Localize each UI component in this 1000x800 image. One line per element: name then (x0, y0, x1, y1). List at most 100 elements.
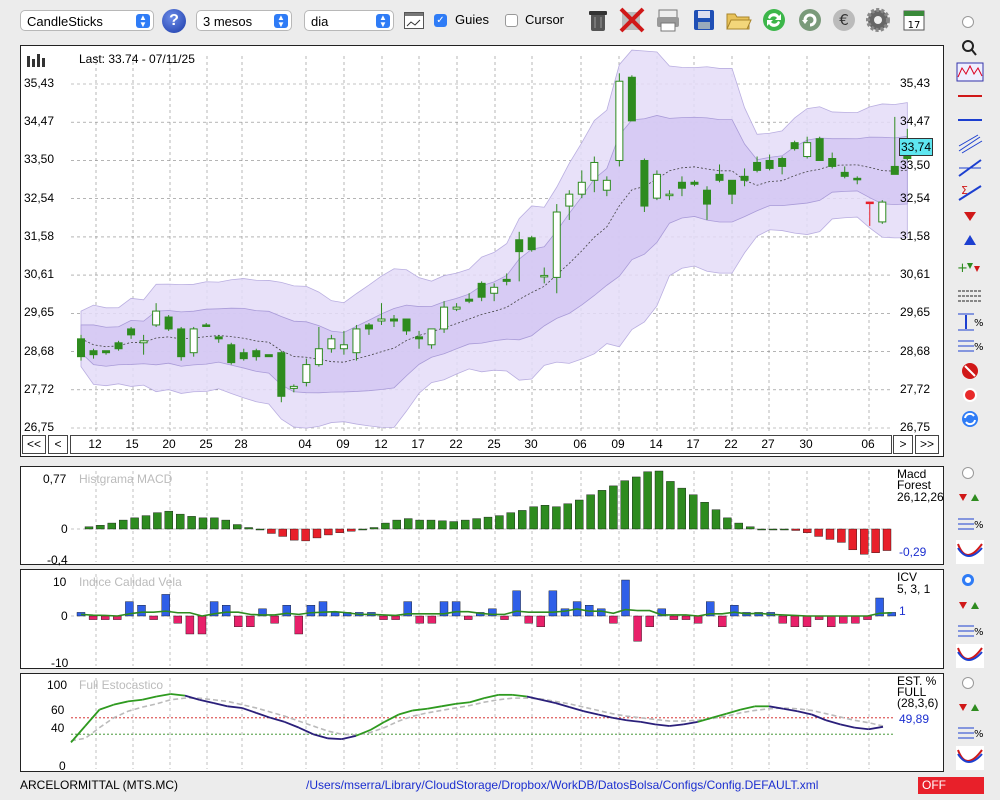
x-tick-label: 09 (611, 437, 625, 451)
zoom-icon[interactable] (956, 38, 984, 58)
candle-body (189, 328, 198, 354)
next-page-button[interactable]: > (893, 435, 913, 454)
stoch-k-segment (740, 705, 755, 711)
macd-bar (746, 526, 755, 530)
icv-panel-radio[interactable] (962, 574, 974, 586)
record-icon[interactable] (956, 385, 984, 405)
indicator-chart-icon[interactable] (956, 62, 984, 82)
chart-window-icon[interactable] (404, 12, 424, 29)
oscillator-icon[interactable] (956, 746, 984, 770)
y-tick-label-left: 31,58 (24, 228, 55, 243)
delete-icon[interactable] (618, 6, 646, 34)
channel-icon[interactable] (956, 134, 984, 154)
svg-text:%: % (974, 520, 984, 531)
candle-body (302, 364, 311, 383)
macd-panel-radio[interactable] (962, 467, 974, 479)
percent-lines-icon[interactable]: % (956, 336, 984, 356)
candle-body (753, 161, 762, 171)
icv-bar (778, 615, 787, 624)
percent-range-icon[interactable]: % (956, 312, 984, 332)
icv-bar (221, 605, 231, 617)
config-path-link[interactable]: /Users/mserra/Library/CloudStorage/Dropb… (306, 778, 819, 792)
cursor-checkbox[interactable] (505, 14, 518, 27)
stoch-k-segment (84, 709, 101, 727)
stoch-panel-radio[interactable] (962, 677, 974, 689)
last-page-button[interactable]: >> (915, 435, 939, 454)
refresh-icon[interactable] (760, 6, 788, 34)
candle-body (677, 181, 686, 189)
macd-bar (711, 509, 721, 530)
sum-icon[interactable]: Σ (956, 182, 984, 202)
y-tick-label-right: 26,75 (900, 420, 931, 434)
horizontal-line-red-icon[interactable] (956, 86, 984, 106)
guies-checkbox[interactable]: ✓ (434, 14, 447, 27)
period-select[interactable]: 3 mesos ▲ ▼ (196, 10, 292, 31)
stop-icon[interactable] (956, 361, 984, 381)
sync-icon[interactable] (956, 409, 984, 429)
macd-bar (141, 515, 151, 530)
stoch-k-segment (341, 734, 357, 740)
chart-type-select[interactable]: CandleSticks ▲ ▼ (20, 10, 154, 31)
macd-bar (461, 519, 470, 530)
currency-icon[interactable]: € (830, 6, 858, 34)
chevron-updown-icon: ▲ ▼ (136, 14, 150, 29)
signal-arrows-icon[interactable] (956, 596, 984, 616)
macd-bar (575, 499, 584, 530)
macd-bar (529, 506, 538, 530)
save-icon[interactable] (690, 6, 718, 34)
settings-icon[interactable] (864, 6, 892, 34)
candle-body (402, 318, 411, 332)
stoch-k-segment (284, 721, 300, 729)
icv-bar (488, 608, 497, 617)
arrow-down-red-icon[interactable] (956, 206, 984, 226)
candle-body (790, 142, 799, 150)
open-folder-icon[interactable] (724, 6, 752, 34)
percent-lines-icon[interactable]: % (956, 621, 984, 641)
icv-bar (173, 615, 183, 624)
x-tick-label: 22 (449, 437, 463, 451)
first-page-button[interactable]: << (22, 435, 46, 454)
cursor-label: Cursor (525, 12, 565, 27)
stoch-k-segment (612, 716, 627, 722)
trendline-icon[interactable] (956, 158, 984, 178)
calendar-icon[interactable]: 17 (900, 6, 928, 34)
reload-icon[interactable] (796, 6, 824, 34)
interval-select[interactable]: dia ▲ ▼ (304, 10, 394, 31)
icv-bar (294, 615, 303, 635)
macd-bar (586, 494, 595, 530)
signal-arrows-icon[interactable] (956, 488, 984, 508)
icv-bar (548, 590, 558, 617)
stoch-k-segment (683, 721, 698, 726)
candle-body (540, 274, 549, 278)
oscillator-icon[interactable] (956, 540, 984, 564)
stoch-k-segment (241, 707, 257, 714)
percent-lines-icon[interactable]: % (956, 723, 984, 743)
stoch-k-segment (398, 709, 414, 716)
add-signal-icon[interactable]: + (956, 258, 984, 278)
help-icon[interactable]: ? (162, 9, 186, 33)
state-badge[interactable]: OFF (918, 777, 984, 794)
stoch-k-segment (355, 729, 371, 737)
candle-body (264, 354, 273, 358)
horizontal-line-blue-icon[interactable] (956, 110, 984, 130)
macd-bar (232, 524, 242, 530)
candle-body (314, 348, 323, 366)
arrow-up-blue-icon[interactable] (956, 230, 984, 250)
stoch-k-segment (170, 693, 186, 697)
oscillator-icon[interactable] (956, 644, 984, 668)
trash-icon[interactable] (584, 6, 612, 34)
state-value: OFF (922, 778, 946, 792)
icv-bar (560, 608, 570, 617)
percent-lines-icon[interactable]: % (956, 514, 984, 534)
print-icon[interactable] (654, 6, 682, 34)
y-tick-label-right: 27,72 (900, 381, 931, 396)
first-page-label: << (26, 437, 41, 451)
prev-page-button[interactable]: < (48, 435, 68, 454)
stoch-k-segment (840, 723, 855, 729)
macd-bar (632, 476, 641, 530)
grid-lines-icon[interactable] (956, 286, 984, 306)
signal-arrows-icon[interactable] (956, 698, 984, 718)
stoch-k-segment (369, 721, 385, 731)
macd-bar (312, 528, 322, 539)
main-panel-radio[interactable] (962, 16, 974, 28)
